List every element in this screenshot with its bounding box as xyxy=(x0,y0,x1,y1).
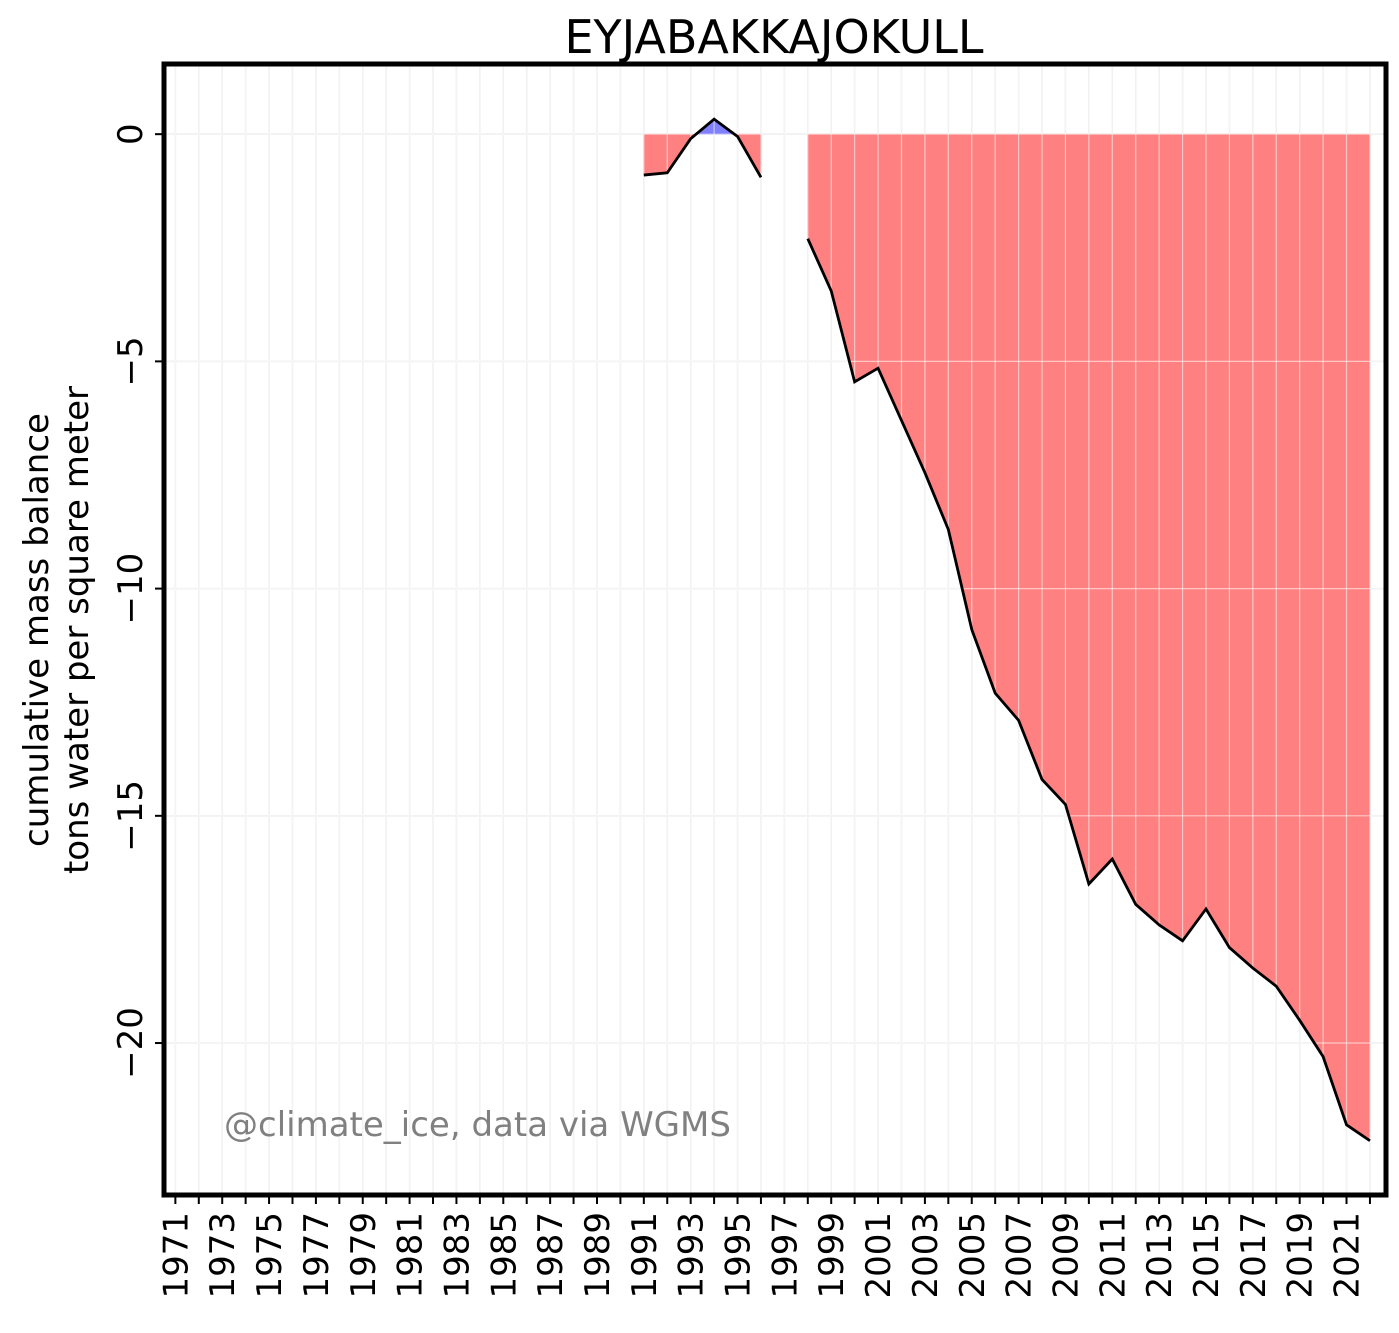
x-tick-label: 2013 xyxy=(1140,1212,1180,1299)
area-fill-negative xyxy=(1229,133,1254,969)
area-fills xyxy=(166,66,1384,1193)
area-fill-negative xyxy=(1135,133,1160,926)
area-fill-negative xyxy=(1041,133,1066,806)
area-fill-negative xyxy=(924,133,949,530)
area-fill-negative xyxy=(1205,133,1230,949)
watermark: @climate_ice, data via WGMS xyxy=(224,1105,731,1145)
x-tick-label: 1975 xyxy=(250,1212,290,1299)
x-tick-label: 1977 xyxy=(297,1212,337,1299)
x-tick-label: 1989 xyxy=(578,1212,618,1299)
x-tick-label: 1997 xyxy=(765,1212,805,1299)
area-fill-negative xyxy=(854,133,879,383)
area-fill-negative xyxy=(1158,133,1183,942)
area-fill-negative xyxy=(1299,133,1324,1058)
x-tick-label: 2021 xyxy=(1328,1212,1368,1299)
y-axis-label-line1: cumulative mass balance xyxy=(17,413,57,847)
x-tick-label: 2017 xyxy=(1234,1212,1274,1299)
x-tick-label: 2019 xyxy=(1281,1212,1321,1299)
chart-title: EYJABAKKAJOKULL xyxy=(564,10,983,64)
area-fill-negative xyxy=(1346,133,1371,1142)
x-tick-label: 1979 xyxy=(344,1212,384,1299)
area-fill-negative xyxy=(643,133,668,176)
y-tick-label: 0 xyxy=(111,123,151,145)
area-fill-negative xyxy=(1088,133,1113,885)
x-tick-label: 1981 xyxy=(391,1212,431,1299)
x-axis: 1971 1973 1975 1977 1979 1981 1983 1985 1987 1989… xyxy=(156,1197,1371,1299)
plot-frame xyxy=(161,61,1389,1198)
area-fill-negative xyxy=(901,133,926,473)
y-tick-label: −10 xyxy=(111,553,151,625)
x-tick-label: 2015 xyxy=(1187,1212,1227,1299)
x-tick-label: 2011 xyxy=(1093,1212,1133,1299)
area-fill-negative xyxy=(1111,133,1137,905)
x-tick-label: 2007 xyxy=(1000,1212,1040,1299)
area-fill-negative xyxy=(1322,133,1347,1125)
x-tick-label: 1993 xyxy=(672,1212,712,1299)
x-tick-label: 1973 xyxy=(203,1212,243,1299)
y-tick-label: −5 xyxy=(111,336,151,386)
area-fill-negative xyxy=(948,133,973,630)
data-lines xyxy=(643,117,1371,1142)
x-tick-label: 1983 xyxy=(437,1212,477,1299)
y-axis: 0 −5 −10 −15 −20 xyxy=(111,123,162,1079)
x-tick-label: 2005 xyxy=(953,1212,993,1299)
area-fill-negative xyxy=(1275,133,1300,1022)
area-fill-negative xyxy=(830,133,855,382)
series-line xyxy=(643,117,763,179)
x-tick-label: 1971 xyxy=(156,1212,196,1299)
x-tick-label: 1999 xyxy=(812,1212,852,1299)
x-tick-label: 1987 xyxy=(531,1212,571,1299)
series-line xyxy=(806,238,1371,1142)
x-tick-label: 1985 xyxy=(484,1212,524,1299)
y-tick-label: −15 xyxy=(111,780,151,852)
area-fill-negative xyxy=(1065,133,1090,885)
y-tick-label: −20 xyxy=(111,1007,151,1079)
area-fill-negative xyxy=(994,133,1019,722)
x-tick-label: 2009 xyxy=(1046,1212,1086,1299)
x-tick-label: 1991 xyxy=(625,1212,665,1299)
area-fill-negative xyxy=(1018,133,1043,780)
area-fill-negative xyxy=(1252,133,1277,987)
y-axis-label-line2: tons water per square meter xyxy=(57,386,97,874)
x-tick-label: 2001 xyxy=(859,1212,899,1299)
x-tick-label: 1995 xyxy=(719,1212,759,1299)
area-fill-negative xyxy=(971,133,996,694)
x-tick-label: 2003 xyxy=(906,1212,946,1299)
area-fill-negative xyxy=(1182,133,1207,942)
y-axis-label: cumulative mass balance tons water per s… xyxy=(17,386,97,874)
